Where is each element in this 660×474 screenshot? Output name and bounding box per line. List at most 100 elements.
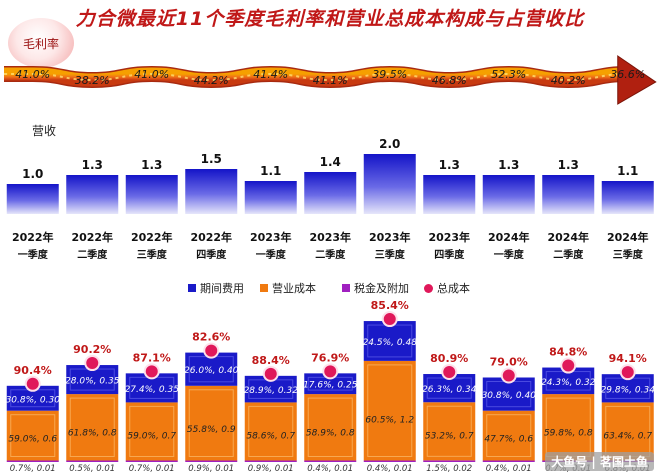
revenue-bar [185, 169, 238, 214]
operating-cost-label: 59.8%, 0.8 [544, 428, 593, 438]
revenue-bar [304, 172, 357, 214]
category-year-label: 2022年 [71, 230, 113, 244]
operating-cost-label: 55.8%, 0.9 [187, 425, 236, 435]
operating-cost-texture [129, 405, 175, 457]
total-cost-ratio-label: 90.4% [14, 364, 52, 377]
total-cost-marker [24, 375, 41, 392]
tax-label: 0.7%, 0.01 [10, 464, 56, 474]
operating-cost-texture [10, 414, 56, 458]
period-expense-label: 17.6%, 0.25 [303, 381, 358, 391]
operating-cost-segment [304, 394, 357, 461]
margin-value-label: 44.2% [194, 74, 229, 87]
tax-label: 0.4%, 0.01 [486, 464, 532, 474]
margin-value-label: 39.5% [372, 68, 407, 81]
operating-cost-segment [542, 394, 595, 461]
legend-item-tax: 税金及附加 [342, 280, 409, 296]
margin-value-label: 41.0% [134, 68, 169, 81]
margin-arrow-band [4, 67, 628, 87]
operating-cost-label: 59.0%, 0.6 [8, 435, 57, 445]
period-expense-label: 24.3%, 0.32 [541, 378, 596, 388]
period-expense-segment [363, 321, 416, 361]
total-cost-ratio-label: 87.1% [133, 351, 171, 364]
operating-cost-segment [423, 402, 476, 461]
category-quarter-label: 一季度 [494, 248, 525, 261]
operating-cost-segment [482, 410, 535, 461]
revenue-bar [66, 175, 119, 214]
operating-cost-segment [363, 360, 416, 461]
operating-cost-segment [6, 410, 59, 461]
revenue-value-label: 1.3 [498, 158, 519, 172]
tax-label: 0.5%, 0.01 [69, 464, 115, 474]
total-cost-ratio-label: 84.8% [549, 346, 587, 359]
total-cost-marker [322, 363, 339, 380]
watermark: 大鱼号 | 茗国土鱼 [545, 452, 654, 471]
total-cost-ratio-label: 80.9% [430, 352, 468, 365]
total-cost-marker [381, 311, 398, 328]
tax-label: 1.5%, 0.02 [426, 464, 472, 474]
total-cost-ratio-label: 85.4% [371, 299, 409, 312]
legend-label: 营业成本 [272, 282, 316, 295]
operating-cost-texture [426, 405, 472, 457]
revenue-bar [244, 181, 297, 214]
category-year-label: 2023年 [309, 230, 351, 244]
legend-swatch-purple [342, 284, 350, 292]
category-quarter-label: 一季度 [18, 248, 49, 261]
period-expense-label: 24.5%, 0.48 [363, 338, 418, 348]
tax-segment [125, 460, 178, 462]
period-expense-label: 28.9%, 0.32 [244, 386, 299, 396]
operating-cost-label: 63.4%, 0.7 [603, 431, 652, 441]
operating-cost-texture [486, 414, 532, 458]
tax-label: 0.9%, 0.01 [188, 464, 234, 474]
total-cost-marker [560, 357, 577, 374]
category-quarter-label: 三季度 [137, 248, 168, 261]
period-expense-label: 26.3%, 0.34 [422, 385, 477, 395]
category-quarter-label: 二季度 [553, 248, 584, 261]
legend-swatch-blue [188, 284, 196, 292]
tax-segment [423, 460, 476, 462]
period-expense-label: 28.0%, 0.35 [65, 377, 120, 387]
page-title: 力合微最近11个季度毛利率和营业总成本构成与占营收比 [75, 8, 585, 30]
revenue-value-label: 1.3 [558, 158, 579, 172]
revenue-value-label: 1.1 [260, 164, 281, 178]
revenue-bar [125, 175, 178, 214]
total-cost-ratio-label: 88.4% [252, 354, 290, 367]
operating-cost-texture [188, 389, 234, 457]
revenue-value-label: 1.5 [201, 152, 222, 166]
total-cost-ratio-label: 76.9% [311, 351, 349, 364]
gross-margin-badge-label: 毛利率 [22, 37, 59, 51]
legend-label: 总成本 [437, 282, 470, 295]
category-year-label: 2023年 [428, 230, 470, 244]
period-expense-label: 30.8%, 0.40 [482, 391, 537, 401]
legend-item-operating-cost: 营业成本 [260, 280, 316, 296]
legend-swatch-orange [260, 284, 268, 292]
tax-segment [66, 460, 119, 462]
total-cost-marker [203, 342, 220, 359]
total-cost-marker [84, 355, 101, 372]
category-quarter-label: 四季度 [196, 248, 227, 261]
tax-segment [185, 460, 238, 462]
category-quarter-label: 二季度 [315, 248, 346, 261]
operating-cost-segment [66, 394, 119, 461]
revenue-bar [542, 175, 595, 214]
revenue-value-label: 1.0 [22, 167, 43, 181]
revenue-value-label: 1.3 [439, 158, 460, 172]
total-cost-ratio-label: 79.0% [490, 356, 528, 369]
margin-value-label: 41.4% [253, 68, 288, 81]
tax-label: 0.9%, 0.01 [248, 464, 294, 474]
category-year-label: 2022年 [12, 230, 54, 244]
margin-value-label: 41.1% [313, 74, 348, 87]
category-quarter-label: 二季度 [77, 248, 108, 261]
margin-value-label: 41.0% [15, 68, 50, 81]
category-year-label: 2022年 [131, 230, 173, 244]
total-cost-marker [262, 365, 279, 382]
operating-cost-segment [125, 402, 178, 461]
operating-cost-label: 61.8%, 0.8 [68, 428, 117, 438]
category-year-label: 2022年 [190, 230, 232, 244]
tax-segment [6, 460, 59, 462]
operating-cost-label: 58.6%, 0.7 [246, 431, 295, 441]
operating-cost-label: 59.0%, 0.7 [127, 431, 176, 441]
category-year-label: 2023年 [369, 230, 411, 244]
operating-cost-texture [367, 364, 413, 457]
margin-value-label: 46.8% [432, 74, 467, 87]
legend-label: 税金及附加 [354, 282, 409, 295]
